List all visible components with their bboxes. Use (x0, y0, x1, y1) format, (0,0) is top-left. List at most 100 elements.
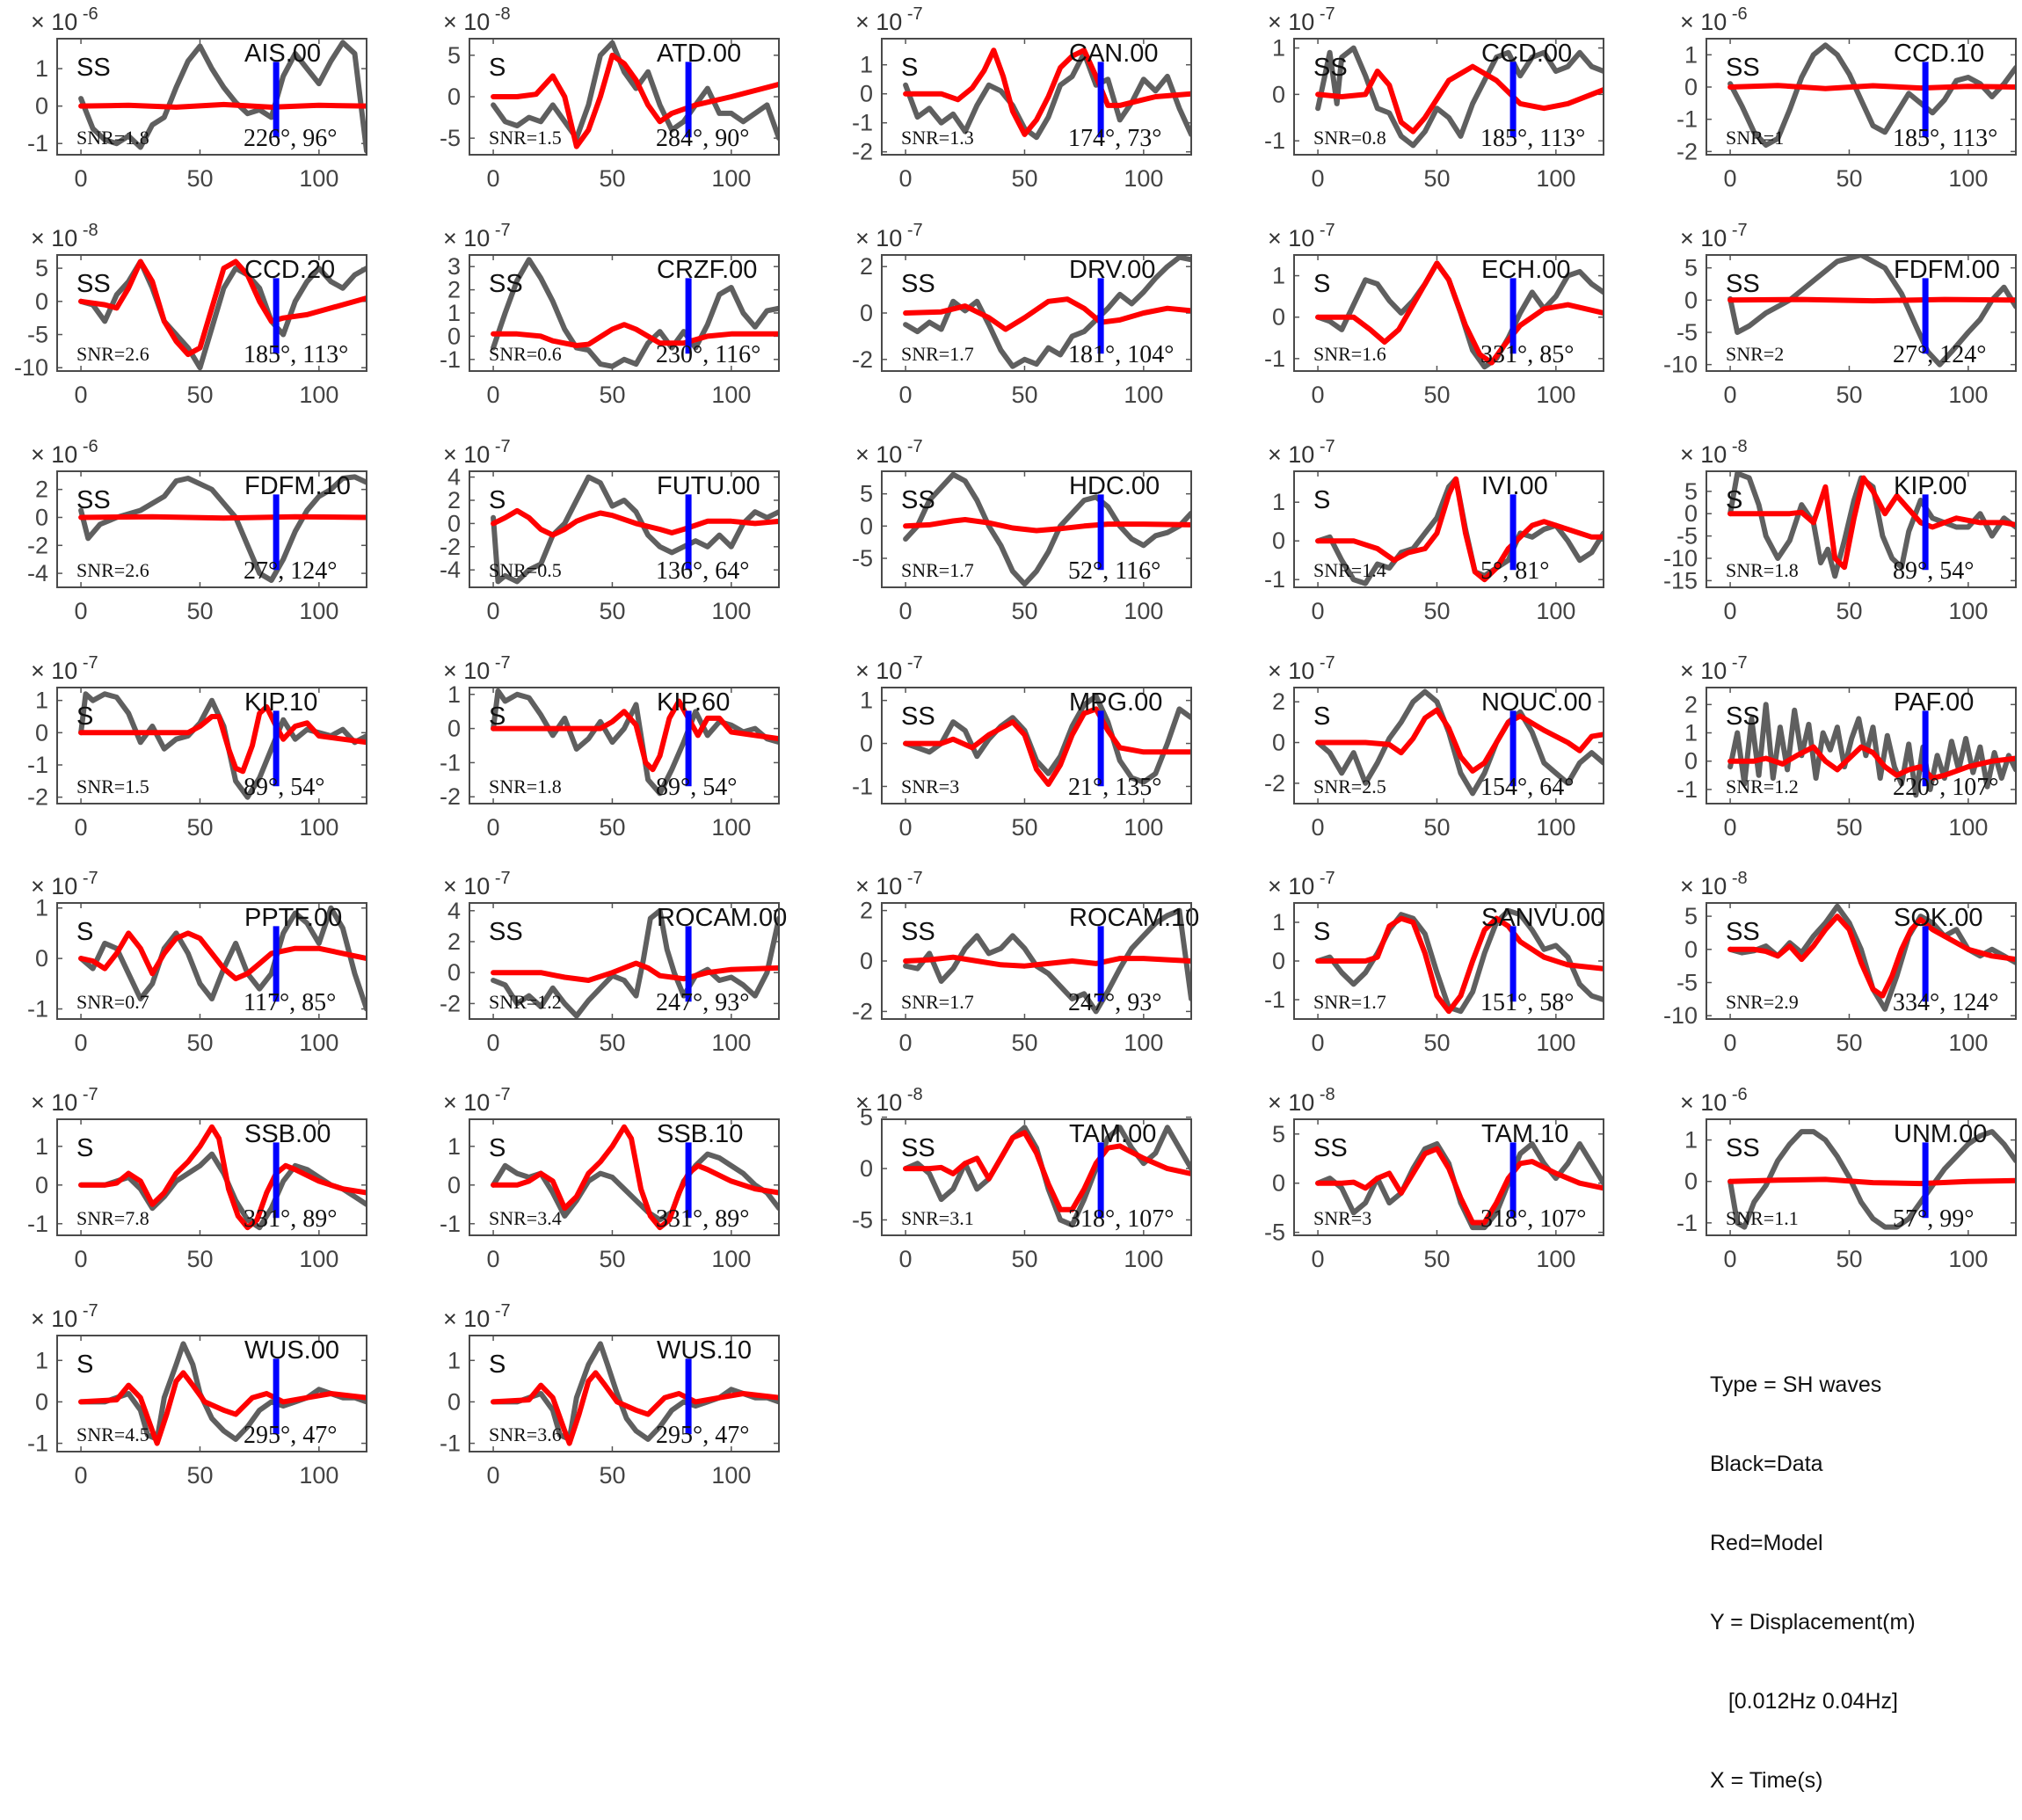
y-tick-label: 0 (447, 1172, 461, 1198)
phase-label: SS (489, 270, 523, 298)
angles-label: 174°, 73° (1068, 125, 1161, 152)
x-tick-label: 50 (1423, 814, 1450, 841)
exponent-label: × 10 -8 (1680, 869, 1748, 899)
snr-label: SNR=7.8 (76, 1207, 149, 1229)
exponent-label: × 10 -7 (443, 437, 511, 468)
angles-label: 331°, 85° (1480, 341, 1574, 368)
x-tick-label: 100 (1124, 598, 1163, 624)
y-tick-label: 0 (1272, 1170, 1285, 1197)
model-series-line (1727, 914, 2016, 999)
station-label: WUS.10 (657, 1336, 752, 1365)
panel-ais-00: × 10 -6 -1 0 1 0 50 100 SS AIS.00 SNR=1.8 226°, 96… (27, 4, 367, 192)
phase-label: SS (489, 918, 523, 946)
y-tick-label: -5 (1677, 523, 1698, 550)
y-tick-label: 0 (447, 959, 461, 986)
y-tick-label: 0 (860, 81, 873, 107)
phase-label: S (76, 1350, 93, 1379)
x-tick-label: 0 (75, 1462, 88, 1489)
y-tick-label: 2 (447, 277, 461, 303)
station-label: FDFM.10 (244, 472, 351, 500)
x-tick-label: 100 (1536, 382, 1575, 408)
axes-frame (881, 470, 1192, 588)
exponent-label: × 10 -7 (443, 221, 511, 251)
angles-label: 5°, 81° (1480, 557, 1549, 585)
x-tick-label: 100 (1948, 1246, 1988, 1272)
y-tick-label: -5 (1264, 1219, 1285, 1246)
axes-frame (56, 1335, 367, 1452)
exponent-label: × 10 -6 (1680, 4, 1748, 35)
x-tick-label: 100 (1948, 1030, 1988, 1056)
station-label: MPG.00 (1069, 688, 1162, 717)
station-label: SSB.10 (657, 1120, 743, 1148)
x-tick-label: 100 (299, 1246, 338, 1272)
x-tick-label: 0 (487, 1246, 500, 1272)
exponent-label: × 10 -7 (855, 869, 923, 899)
x-tick-label: 50 (186, 382, 213, 408)
x-tick-label: 0 (487, 598, 500, 624)
x-tick-label: 100 (711, 1030, 751, 1056)
y-tick-label: 0 (35, 1388, 48, 1415)
axes-frame (1706, 1118, 2017, 1236)
snr-label: SNR=2.6 (76, 343, 149, 365)
y-tick-label: 1 (447, 681, 461, 708)
angles-label: 181°, 104° (1068, 341, 1174, 368)
axes-frame (881, 254, 1192, 372)
y-tick-label: 2 (447, 928, 461, 955)
y-tick-label: 2 (1684, 691, 1698, 717)
x-tick-label: 50 (1836, 814, 1862, 841)
y-tick-label: -2 (27, 532, 48, 558)
legend-data: Black=Data (1710, 1452, 1823, 1476)
y-tick-label: -1 (27, 130, 48, 157)
exponent-label: × 10 -7 (443, 653, 511, 684)
y-tick-label: 0 (1684, 1168, 1698, 1195)
phase-label: S (76, 703, 93, 731)
y-tick-label: 1 (447, 1347, 461, 1373)
y-tick-label: -2 (852, 346, 873, 373)
station-label: KIP.00 (1894, 472, 1967, 500)
legend-band: [0.012Hz 0.04Hz] (1710, 1689, 1899, 1714)
station-label: CRZF.00 (657, 256, 757, 284)
snr-label: SNR=1.1 (1726, 1207, 1799, 1229)
y-tick-label: 2 (447, 487, 461, 513)
x-tick-label: 0 (75, 598, 88, 624)
phase-label: S (489, 1350, 506, 1379)
exponent-label: × 10 -7 (443, 1085, 511, 1116)
phase-label: SS (901, 918, 935, 946)
panel-kip-60: × 10 -7 -2 -1 0 1 0 50 100 S KIP.60 SNR=1.8 89°, 54… (440, 653, 780, 841)
model-series-line (1315, 63, 1604, 135)
x-tick-label: 100 (1948, 598, 1988, 624)
x-tick-label: 50 (599, 1462, 625, 1489)
exponent-label: × 10 -8 (1268, 1085, 1335, 1116)
model-series-line (1315, 476, 1604, 583)
exponent-label: × 10 -7 (1268, 221, 1335, 251)
phase-label: S (489, 54, 506, 82)
angles-label: 318°, 107° (1480, 1205, 1586, 1233)
phase-label: S (1313, 918, 1330, 946)
axes-frame (469, 902, 780, 1020)
x-tick-label: 0 (1312, 382, 1325, 408)
x-tick-label: 50 (1836, 1246, 1862, 1272)
angles-label: 117°, 85° (244, 989, 336, 1016)
y-tick-label: 4 (447, 898, 461, 924)
x-tick-label: 0 (75, 165, 88, 192)
x-tick-label: 0 (899, 598, 913, 624)
snr-label: SNR=1.7 (1313, 991, 1386, 1013)
y-tick-label: 5 (1684, 478, 1698, 505)
axes-frame (1706, 902, 2017, 1020)
panel-rocam-00: × 10 -7 -2 0 2 4 0 50 100 SS ROCAM.00 SNR=1.2 247°,… (440, 869, 787, 1056)
angles-label: 185°, 113° (1480, 125, 1585, 152)
y-tick-label: -5 (27, 322, 48, 348)
legend-model: Red=Model (1710, 1531, 1823, 1555)
data-series-line (78, 1341, 367, 1442)
x-tick-label: 50 (1011, 165, 1037, 192)
panel-kip-10: × 10 -7 -2 -1 0 1 0 50 100 S KIP.10 SNR=1.5 89°, 54… (27, 653, 367, 841)
snr-label: SNR=1.2 (1726, 775, 1799, 797)
y-tick-label: 5 (1272, 1121, 1285, 1147)
y-tick-label: -5 (852, 545, 873, 571)
panel-wus-00: × 10 -7 -1 0 1 0 50 100 S WUS.00 SNR=4.5 295°, 47° (27, 1301, 367, 1489)
y-tick-label: 0 (1684, 748, 1698, 775)
phase-label: SS (1726, 270, 1760, 298)
y-tick-label: -10 (1663, 352, 1698, 378)
